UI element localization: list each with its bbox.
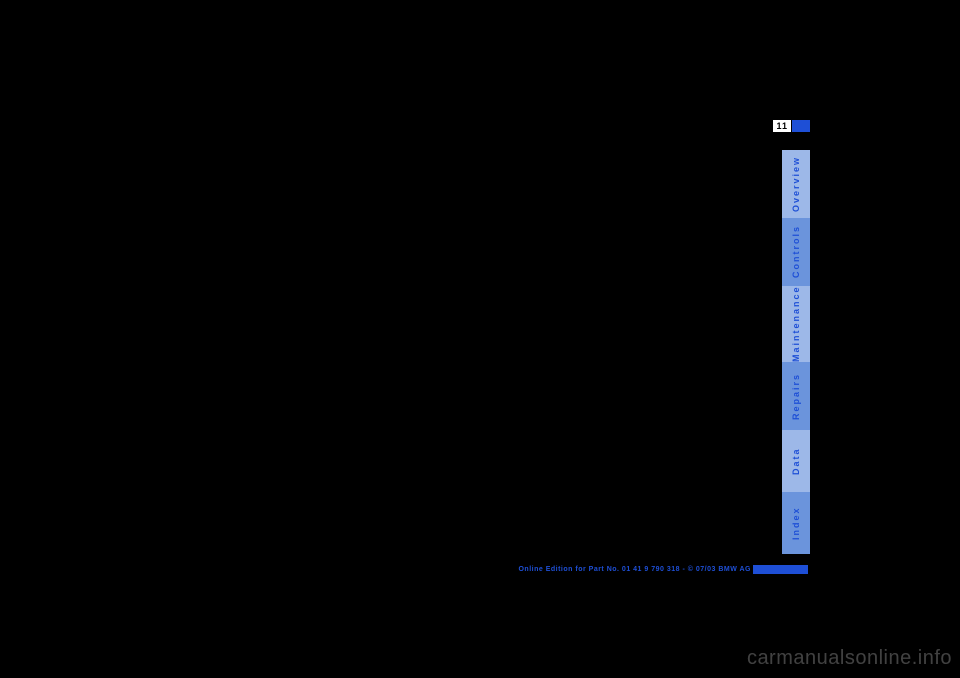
footer-text: Online Edition for Part No. 01 41 9 790 … <box>518 565 751 575</box>
watermark: carmanualsonline.info <box>747 647 952 670</box>
tab-data-label: Data <box>791 447 801 475</box>
tab-controls-label: Controls <box>791 226 801 279</box>
page-number: 11 <box>773 120 810 132</box>
tab-overview[interactable]: Overview <box>782 150 810 218</box>
tab-repairs[interactable]: Repairs <box>782 362 810 430</box>
tab-overview-label: Overview <box>791 156 801 212</box>
page-number-accent <box>792 120 810 132</box>
footer-block <box>753 565 808 574</box>
tab-repairs-label: Repairs <box>791 372 801 419</box>
tab-maintenance-label: Maintenance <box>791 286 801 363</box>
side-tabs: Overview Controls Maintenance Repairs Da… <box>782 150 810 554</box>
footer-bar: Online Edition for Part No. 01 41 9 790 … <box>518 565 808 575</box>
page-number-value: 11 <box>773 120 791 132</box>
tab-data[interactable]: Data <box>782 430 810 492</box>
tab-maintenance[interactable]: Maintenance <box>782 286 810 362</box>
tab-index-label: Index <box>791 506 801 540</box>
tab-controls[interactable]: Controls <box>782 218 810 286</box>
tab-index[interactable]: Index <box>782 492 810 554</box>
